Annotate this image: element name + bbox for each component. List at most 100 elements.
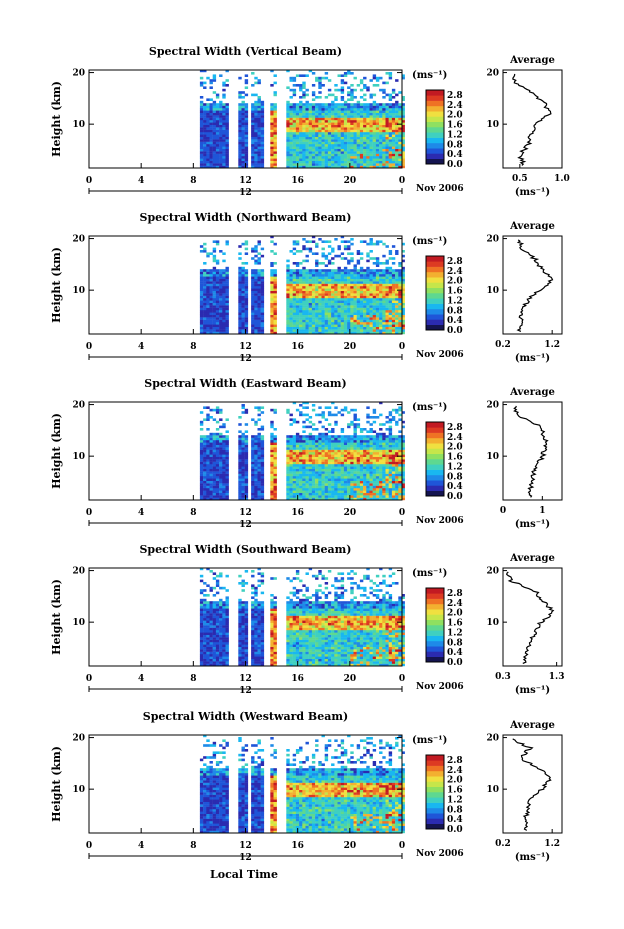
colorbar-unit: (ms⁻¹) xyxy=(412,236,447,247)
heatmap-cell xyxy=(347,288,351,291)
heatmap-cell xyxy=(215,146,220,149)
heatmap-cell xyxy=(292,286,297,289)
heatmap-cell xyxy=(385,72,389,75)
heatmap-cell xyxy=(199,442,204,445)
heatmap-cell xyxy=(302,108,306,111)
heatmap-cell xyxy=(375,454,380,457)
heatmap-cell xyxy=(209,466,213,469)
heatmap-cell xyxy=(359,88,364,92)
heatmap-cell xyxy=(305,122,309,125)
heatmap-cell xyxy=(375,141,380,145)
colorbar-tick-label: 0.0 xyxy=(447,160,463,170)
heatmap-cell xyxy=(340,492,345,496)
heatmap-cell xyxy=(363,326,367,330)
heatmap-cell xyxy=(244,497,249,501)
heatmap-cell xyxy=(337,156,341,159)
heatmap-cell xyxy=(331,144,335,147)
heatmap-cell xyxy=(206,324,210,327)
heatmap-cell xyxy=(254,452,258,455)
heatmap-cell xyxy=(299,322,303,325)
heatmap-cell xyxy=(369,331,373,335)
heatmap-cell xyxy=(343,144,348,147)
heatmap-cell xyxy=(292,129,297,133)
heatmap-cell xyxy=(372,420,377,424)
heatmap-cell xyxy=(270,329,274,332)
heatmap-cell xyxy=(340,74,345,77)
heatmap-cell xyxy=(219,283,223,287)
heatmap-cell xyxy=(215,93,220,97)
heatmap-cell xyxy=(299,108,303,111)
heatmap-cell xyxy=(334,108,338,111)
heatmap-cell xyxy=(295,326,300,330)
heatmap-cell xyxy=(212,283,217,287)
heatmap-cell xyxy=(356,418,361,421)
heatmap-cell xyxy=(199,81,204,85)
heatmap-cell xyxy=(302,120,306,123)
heatmap-cell xyxy=(375,146,380,149)
heatmap-cell xyxy=(382,156,386,159)
heatmap-cell xyxy=(238,103,242,106)
heatmap-cell xyxy=(324,298,329,301)
heatmap-cell xyxy=(369,160,373,164)
heatmap-cell xyxy=(308,160,313,164)
heatmap-cell xyxy=(318,490,322,493)
heatmap-cell xyxy=(209,156,213,159)
heatmap-cell xyxy=(241,314,245,318)
heatmap-cell xyxy=(324,141,329,145)
heatmap-cell xyxy=(270,425,274,429)
heatmap-cell xyxy=(305,331,309,335)
heatmap-cell xyxy=(347,442,351,445)
heatmap-cell xyxy=(350,408,354,412)
heatmap-cell xyxy=(289,454,293,457)
heatmap-cell xyxy=(324,432,329,436)
heatmap-cell xyxy=(379,461,383,465)
heatmap-cell xyxy=(395,314,399,318)
heatmap-cell xyxy=(212,461,217,465)
heatmap-cell xyxy=(295,490,300,493)
heatmap-cell xyxy=(238,416,242,419)
heatmap-cell xyxy=(379,286,383,289)
heatmap-cell xyxy=(356,331,361,335)
heatmap-cell xyxy=(289,444,293,448)
heatmap-cell xyxy=(238,283,242,287)
heatmap-cell xyxy=(311,160,316,164)
heatmap-cell xyxy=(375,257,380,260)
heatmap-cell xyxy=(340,281,345,284)
heatmap-cell xyxy=(337,148,341,152)
heatmap-cell xyxy=(299,100,303,104)
heatmap-cell xyxy=(398,144,402,147)
heatmap-cell xyxy=(203,103,207,106)
heatmap-cell xyxy=(299,454,303,457)
heatmap-cell xyxy=(369,136,373,140)
heatmap-cell xyxy=(353,483,357,486)
heatmap-cell xyxy=(401,156,405,159)
heatmap-cell xyxy=(327,461,332,465)
colorbar-segment xyxy=(426,277,444,283)
heatmap-cell xyxy=(359,447,364,450)
heatmap-cell xyxy=(366,242,370,246)
heatmap-cell xyxy=(327,108,332,111)
heatmap-cell xyxy=(308,326,313,330)
heatmap-cell xyxy=(215,110,220,113)
average-x-tick-label: 0.2 xyxy=(495,340,511,350)
heatmap-cell xyxy=(372,473,377,477)
heatmap-cell xyxy=(363,136,367,140)
heatmap-cell xyxy=(331,452,335,455)
heatmap-cell xyxy=(398,158,402,161)
heatmap-cell xyxy=(251,461,255,465)
heatmap-cell xyxy=(286,461,290,465)
heatmap-cell xyxy=(238,91,242,94)
heatmap-cell xyxy=(388,129,393,133)
heatmap-cell xyxy=(251,298,255,301)
heatmap-cell xyxy=(241,91,245,94)
heatmap-cell xyxy=(241,440,245,443)
heatmap-cell xyxy=(206,269,210,272)
heatmap-cell xyxy=(225,483,229,486)
heatmap-cell xyxy=(260,100,265,104)
heatmap-cell xyxy=(273,466,277,469)
heatmap-cell xyxy=(324,440,329,443)
heatmap-cell xyxy=(340,86,345,89)
heatmap-cell xyxy=(206,165,210,169)
heatmap-cell xyxy=(238,314,242,318)
heatmap-cell xyxy=(363,305,367,308)
